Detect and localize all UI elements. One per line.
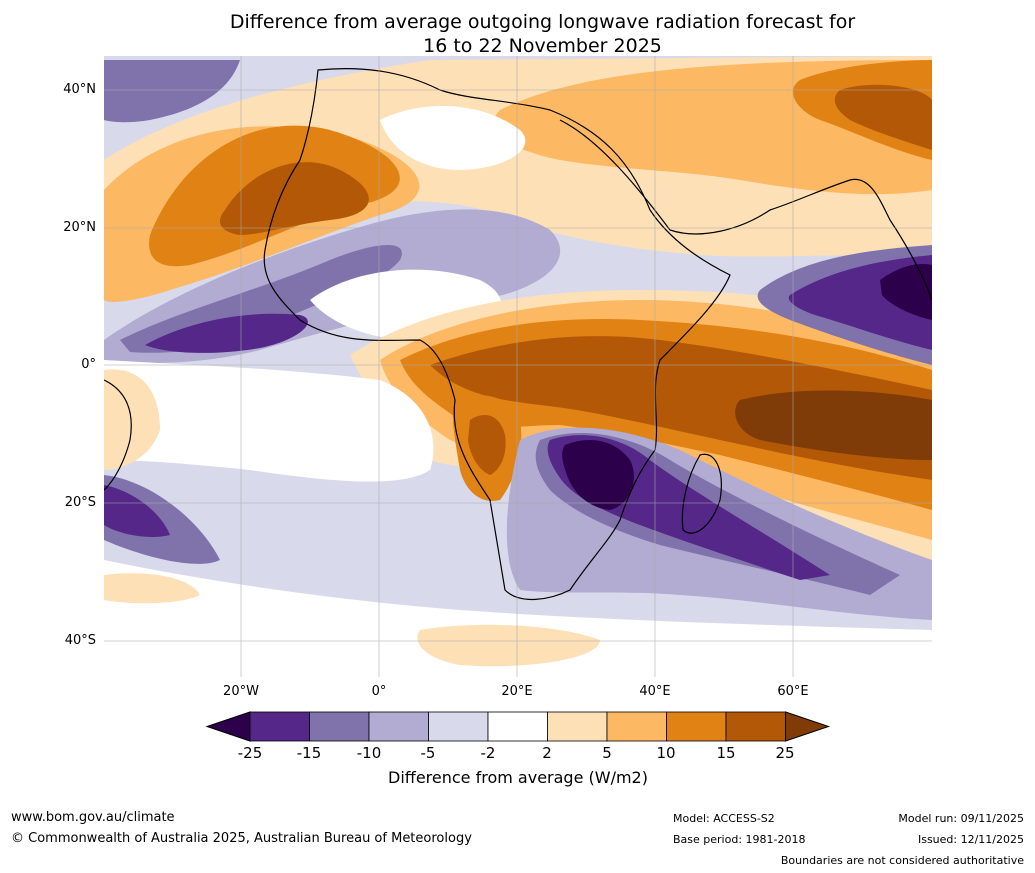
very-strong-negative-south-atlantic xyxy=(104,485,170,537)
positive-anomaly-southern-ocean xyxy=(417,624,600,667)
colorbar-segment xyxy=(547,711,608,742)
strong-negative-west-africa xyxy=(120,245,402,353)
extreme-positive-indian-ocean xyxy=(735,390,932,460)
colorbar-tick: 15 xyxy=(716,744,736,762)
colorbar-tick: 5 xyxy=(602,744,612,762)
colorbar-segment xyxy=(666,711,727,742)
title-line-1: Difference from average outgoing longwav… xyxy=(229,11,856,33)
colorbar-segment xyxy=(428,711,489,742)
lon-label-20e: 20°E xyxy=(501,684,533,699)
colorbar-tick: 10 xyxy=(656,744,676,762)
lat-label-0: 0° xyxy=(81,357,96,372)
lat-label-40s: 40°S xyxy=(64,633,96,648)
colorbar-segment xyxy=(309,711,370,742)
footer-disclaimer: Boundaries are not considered authoritat… xyxy=(780,854,1024,867)
white-zone-south-atlantic xyxy=(104,360,434,482)
colorbar-segment xyxy=(606,711,667,742)
arabia-coastline xyxy=(559,119,932,301)
footer-issued: Issued: 12/11/2025 xyxy=(917,833,1024,846)
colorbar-tick: -2 xyxy=(480,744,496,762)
madagascar-coastline xyxy=(681,453,722,534)
colorbar-extension-high xyxy=(785,711,831,742)
map-title: Difference from average outgoing longwav… xyxy=(0,10,1035,58)
colorbar-tick: -10 xyxy=(356,744,382,762)
very-strong-positive-angola xyxy=(468,415,506,475)
lat-label-40n: 40°N xyxy=(63,82,96,97)
colorbar-segment xyxy=(725,711,786,742)
white-zone-south-atlantic-lower xyxy=(104,560,932,677)
footer-copyright: © Commonwealth of Australia 2025, Austra… xyxy=(11,831,472,846)
colorbar-tick: -15 xyxy=(296,744,322,762)
footer-website[interactable]: www.bom.gov.au/climate xyxy=(11,810,175,825)
colorbar-segment xyxy=(487,711,548,742)
lon-label-20w: 20°W xyxy=(223,684,259,699)
colorbar-label: Difference from average (W/m2) xyxy=(388,768,648,787)
negative-anomaly-north-atlantic xyxy=(104,60,240,123)
white-zone-mediterranean xyxy=(380,106,526,170)
colorbar-segment xyxy=(249,711,310,742)
africa-coastline xyxy=(263,68,731,601)
very-strong-negative-gulf-of-guinea xyxy=(145,313,308,353)
footer-base-period: Base period: 1981-2018 xyxy=(673,833,806,846)
lon-label-40e: 40°E xyxy=(639,684,671,699)
extreme-negative-zambia xyxy=(562,440,634,510)
very-strong-positive-sahara xyxy=(220,162,369,235)
positive-anomaly-southern-ocean-west xyxy=(104,573,200,604)
title-line-2: 16 to 22 November 2025 xyxy=(423,35,662,57)
colorbar-tick: 25 xyxy=(775,744,795,762)
colorbar-tick: -5 xyxy=(420,744,436,762)
lon-label-60e: 60°E xyxy=(777,684,809,699)
very-strong-positive-iran xyxy=(834,84,932,150)
colorbar-tick: 2 xyxy=(542,744,552,762)
footer-model: Model: ACCESS-S2 xyxy=(673,812,775,825)
lon-label-0: 0° xyxy=(371,684,387,699)
lat-label-20s: 20°S xyxy=(64,495,96,510)
colorbar-tick: -25 xyxy=(237,744,263,762)
south-america-coastline xyxy=(104,379,132,491)
positive-anomaly-brazil-coast xyxy=(104,369,160,470)
lat-label-20n: 20°N xyxy=(63,220,96,235)
gridlines xyxy=(104,56,932,677)
footer-model-run: Model run: 09/11/2025 xyxy=(898,812,1024,825)
colorbar-extension-low xyxy=(205,711,251,742)
colorbar-segment xyxy=(368,711,429,742)
extreme-negative-india xyxy=(880,263,932,320)
